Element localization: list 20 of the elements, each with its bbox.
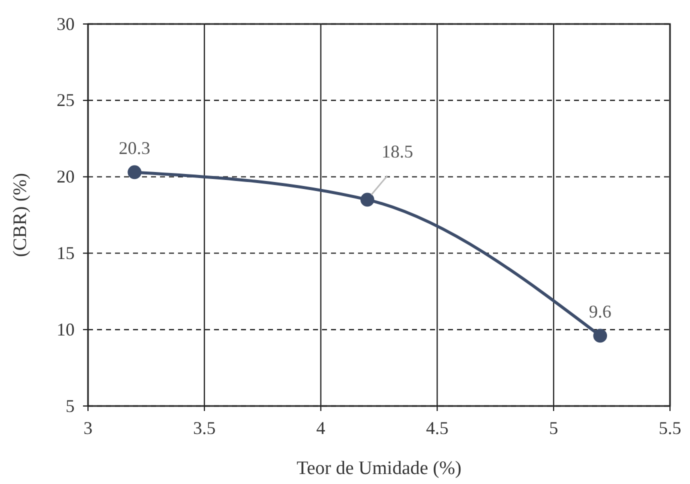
- y-tick-label: 20: [56, 166, 75, 187]
- y-tick-label: 10: [56, 319, 75, 340]
- y-tick-label: 30: [56, 14, 75, 34]
- data-label: 9.6: [588, 302, 612, 322]
- point: [593, 328, 608, 343]
- x-tick-label: 3.5: [193, 418, 216, 438]
- x-axis-title: Teor de Umidade (%): [296, 458, 462, 479]
- x-tick-label: 5: [549, 418, 558, 438]
- data-label: 18.5: [382, 142, 414, 162]
- x-tick-label: 4: [316, 418, 326, 438]
- point: [128, 165, 142, 180]
- x-tick-label: 3: [84, 418, 92, 438]
- point: [360, 192, 374, 207]
- y-tick-label: 15: [56, 242, 75, 263]
- x-tick-label: 5.5: [658, 418, 682, 438]
- y-tick-label: 5: [66, 396, 75, 416]
- data-label: 20.3: [118, 138, 150, 158]
- x-tick-label: 4.5: [426, 418, 448, 438]
- y-axis-title: (CBR) (%): [10, 173, 31, 257]
- y-tick-label: 25: [56, 90, 75, 110]
